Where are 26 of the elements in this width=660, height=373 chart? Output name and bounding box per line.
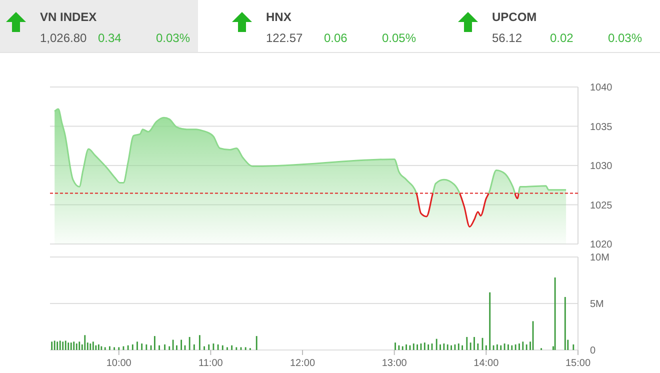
text: 0.34: [98, 31, 122, 45]
text: HNX: [266, 10, 292, 24]
x-tick-label: 12:00: [290, 358, 316, 369]
text: 0.02: [550, 31, 574, 45]
text: UPCOM: [492, 10, 537, 24]
text: 0.05%: [382, 31, 416, 45]
text: 0.03%: [156, 31, 190, 45]
y-tick-label: 1040: [590, 82, 613, 94]
y-tick-label: 1025: [590, 200, 613, 212]
x-tick-label: 13:00: [382, 358, 408, 369]
y-tick-label: 0: [590, 346, 596, 356]
text: 0.06: [324, 31, 348, 45]
x-tick-label: 11:00: [198, 358, 224, 369]
x-tick-label: 15:00: [565, 358, 591, 369]
y-tick-label: 10M: [590, 252, 610, 264]
y-tick-label: 1020: [590, 240, 613, 250]
y-tick-label: 5M: [590, 299, 604, 310]
y-tick-label: 1030: [590, 161, 613, 172]
x-tick-label: 10:00: [106, 358, 132, 369]
x-tick-label: 14:00: [474, 358, 500, 369]
y-tick-label: 1035: [590, 122, 613, 133]
text: 56.12: [492, 31, 522, 45]
text: 0.03%: [608, 31, 642, 45]
text: 122.57: [266, 31, 304, 45]
text: 1,026.80: [40, 31, 88, 45]
text: VN INDEX: [40, 10, 97, 24]
